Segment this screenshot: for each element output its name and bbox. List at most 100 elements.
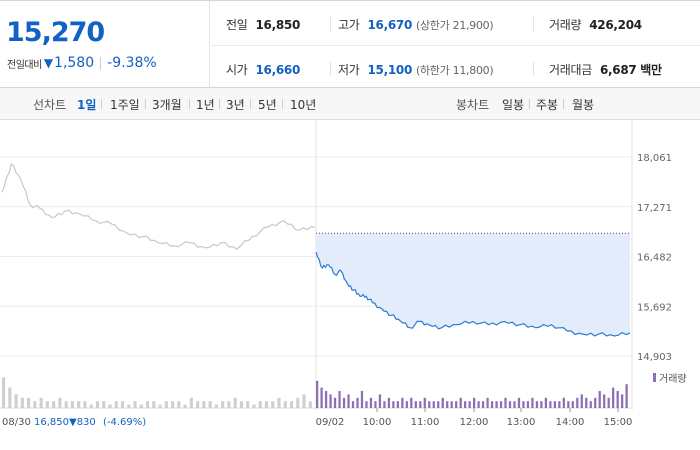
volume-bar-today	[356, 397, 359, 408]
volume-bar-previous	[20, 397, 24, 408]
divider	[330, 62, 331, 76]
volume-bar-today	[625, 384, 628, 408]
stat-label: 시가	[226, 63, 248, 77]
footer-prev-change: ▼830	[69, 417, 96, 428]
volume-bar-previous	[45, 401, 49, 408]
volume-bar-today	[441, 397, 444, 408]
volume-bar-today	[419, 401, 422, 408]
change-row: 전일대비 ▼ 1,580 -9.38%	[7, 55, 157, 71]
price-chart: 18,061 17,271 16,482 15,692 14,903 거래량 09/02…	[0, 120, 687, 428]
volume-bar-previous	[27, 397, 31, 408]
volume-bar-previous	[158, 404, 162, 408]
volume-bar-previous	[308, 401, 312, 408]
tab-10y[interactable]: 10년	[290, 98, 317, 112]
volume-bar-today	[513, 401, 516, 408]
candle-chart-label: 봉차트	[456, 98, 490, 112]
volume-bar-previous	[283, 401, 287, 408]
volume-bar-today	[558, 401, 561, 408]
volume-bar-today	[549, 401, 552, 408]
volume-bar-today	[333, 397, 337, 408]
x-tick-label: 09/02	[316, 417, 345, 428]
tab-1d[interactable]: 1일	[77, 98, 97, 112]
volume-bar-previous	[2, 377, 6, 408]
volume-bar-today	[401, 397, 404, 408]
y-tick-label: 14,903	[637, 352, 672, 363]
chart-period-tabs: 선차트 1일 1주일 3개월 1년 3년 5년 10년 봉차트 일봉 주봉 월봉	[0, 88, 700, 120]
volume-bar-previous	[264, 401, 269, 408]
divider	[529, 99, 530, 109]
volume-bar-today	[544, 397, 548, 408]
volume-bar-today	[414, 401, 417, 408]
stat-label: 전일	[226, 18, 248, 32]
volume-bar-today	[589, 401, 592, 408]
stat-prev-close: 전일 16,850	[226, 16, 300, 33]
volume-bar-today	[396, 401, 399, 408]
divider	[219, 99, 220, 109]
stat-label: 거래대금	[549, 63, 592, 77]
stat-upper-limit: (상한가 21,900)	[416, 19, 494, 32]
tab-1y[interactable]: 1년	[196, 98, 215, 112]
triangle-down-icon: ▼	[43, 56, 54, 70]
x-tick-label: 15:00	[604, 417, 633, 428]
stat-low: 저가 15,100 (하한가 11,800)	[338, 61, 494, 78]
volume-bar-previous	[89, 404, 93, 408]
volume-bar-today	[437, 401, 440, 408]
divider	[100, 56, 102, 70]
volume-bar-today	[522, 401, 525, 408]
current-price: 15,270	[6, 17, 105, 48]
divider	[211, 45, 700, 46]
volume-bar-previous	[120, 401, 125, 408]
tab-5y[interactable]: 5년	[258, 98, 277, 112]
volume-bar-today	[567, 401, 570, 408]
y-tick-label: 17,271	[637, 203, 672, 214]
volume-bar-today	[495, 401, 498, 408]
volume-bar-today	[580, 394, 583, 408]
stat-value: 16,660	[255, 63, 300, 77]
divider	[533, 17, 534, 31]
volume-bar-previous	[258, 401, 262, 408]
volume-bar-previous	[133, 401, 137, 408]
divider	[145, 99, 146, 109]
volume-bar-previous	[64, 401, 68, 408]
stat-value: 426,204	[589, 18, 642, 32]
volume-bar-today	[428, 401, 431, 408]
volume-bar-today	[508, 401, 512, 408]
volume-bar-today	[535, 401, 539, 408]
volume-bar-today	[405, 401, 408, 408]
decline-area	[316, 232, 630, 336]
volume-bar-today	[387, 397, 391, 408]
volume-bar-previous	[58, 397, 62, 408]
volume-bar-today	[423, 397, 426, 408]
volume-bar-previous	[239, 401, 244, 408]
volume-bar-previous	[296, 397, 300, 408]
volume-bar-today	[490, 401, 494, 408]
tab-3y[interactable]: 3년	[226, 98, 245, 112]
volume-bar-today	[576, 397, 579, 408]
x-tick-label: 11:00	[411, 417, 440, 428]
volume-bar-today	[612, 387, 615, 408]
tab-weekly-candle[interactable]: 주봉	[536, 98, 559, 112]
volume-chart: 거래량	[0, 373, 687, 409]
volume-bar-today	[517, 397, 521, 408]
volume-bar-today	[481, 401, 485, 408]
tab-monthly-candle[interactable]: 월봉	[572, 98, 595, 112]
volume-bar-previous	[14, 394, 18, 408]
volume-bar-previous	[183, 404, 187, 408]
series-line-previous	[1, 162, 316, 250]
volume-bar-today	[504, 397, 507, 408]
volume-bar-today	[473, 397, 476, 408]
volume-bar-today	[365, 401, 368, 408]
volume-bar-today	[571, 401, 574, 408]
tab-1w[interactable]: 1주일	[110, 98, 140, 112]
y-axis: 18,061 17,271 16,482 15,692 14,903	[637, 153, 672, 363]
volume-bar-today	[347, 394, 350, 408]
tab-3m[interactable]: 3개월	[152, 98, 182, 112]
tab-daily-candle[interactable]: 일봉	[502, 98, 525, 112]
volume-bar-today	[383, 401, 386, 408]
volume-bar-today	[616, 391, 619, 408]
decline-fill	[316, 233, 630, 336]
x-axis: 09/02 10:00 11:00 12:00 13:00 14:00 15:00	[316, 408, 633, 428]
volume-bar-previous	[108, 404, 112, 408]
stat-value: 6,687 백만	[599, 63, 662, 77]
volume-bar-today	[320, 387, 323, 408]
